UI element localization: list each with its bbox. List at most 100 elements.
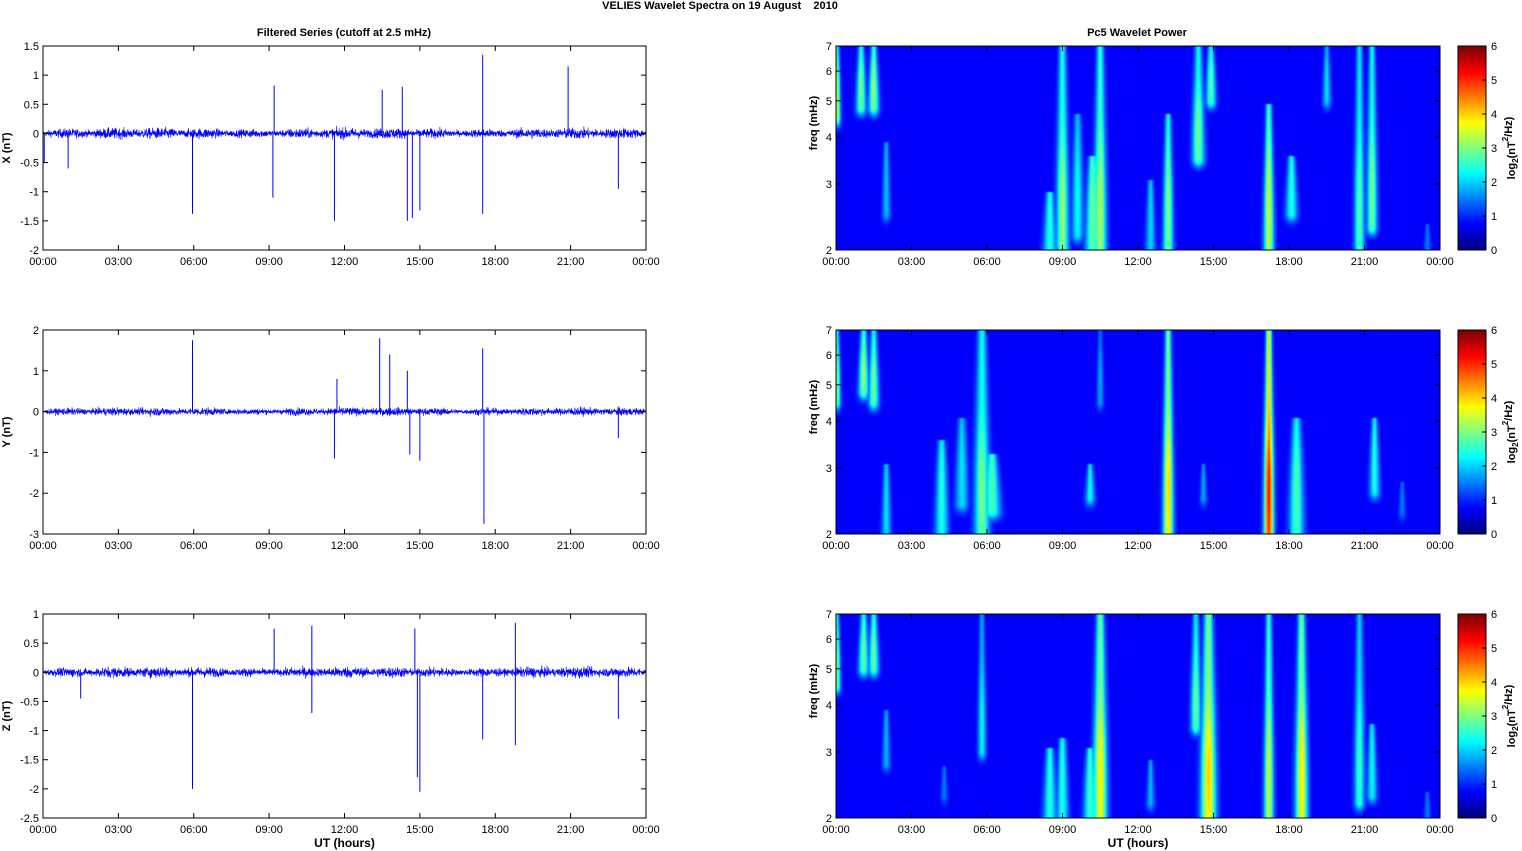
- y-tick-label: 1: [33, 609, 39, 621]
- y-tick-label: -0.5: [20, 696, 39, 708]
- colorbar-label-part: 2: [1511, 158, 1520, 163]
- colorbar-tick-label: 3: [1491, 427, 1497, 439]
- x-tick-label: 18:00: [481, 540, 509, 552]
- y-tick-label: 0: [33, 407, 39, 419]
- x-tick-label: 21:00: [557, 824, 585, 836]
- colorbar-gradient: [1458, 614, 1486, 818]
- x-tick-label: 00:00: [29, 256, 57, 268]
- colorbar-tick-label: 5: [1491, 75, 1497, 87]
- colorbar-label-part: log: [1506, 163, 1518, 180]
- colorbar-tick-label: 4: [1491, 677, 1497, 689]
- freq-axis-label: freq (mHz): [808, 379, 820, 434]
- colorbar-label: log2(nT2/Hz): [1501, 684, 1520, 747]
- y-tick-label: 4: [826, 132, 832, 144]
- series-line: [42, 665, 647, 679]
- y-tick-label: 6: [826, 66, 832, 78]
- x-tick-label: 15:00: [1200, 540, 1228, 552]
- y-axis-label: Z (nT): [1, 700, 13, 731]
- x-tick-label: 18:00: [1275, 540, 1303, 552]
- series-line: [42, 125, 647, 141]
- x-tick-label: 00:00: [822, 824, 850, 836]
- y-tick-label: 2: [826, 529, 832, 541]
- y-tick-label: -1.5: [20, 755, 39, 767]
- colorbar-tick-label: 2: [1491, 177, 1497, 189]
- line-chart-y: 2 1 0 -1 -2 -3 Y (nT): [1, 325, 647, 541]
- x-tick-label: 00:00: [632, 824, 660, 836]
- x-tick-label: 00:00: [1426, 824, 1454, 836]
- x-tick-label: 12:00: [1124, 540, 1152, 552]
- y-tick-label: 1: [33, 366, 39, 378]
- colorbar-tick-label: 4: [1491, 393, 1497, 405]
- panels: 1.5 1 0.5 0 -0.5 -1 -1.5 -2 X (nT) 00:00 03:00 06:0…: [1, 41, 1520, 850]
- right-column-title: Pc5 Wavelet Power: [1087, 27, 1188, 39]
- y-tick-label: -1: [29, 447, 39, 459]
- x-axis-label-left: UT (hours): [314, 836, 375, 850]
- y-tick-label: -2: [29, 245, 39, 257]
- x-tick-label: 03:00: [898, 540, 926, 552]
- y-tick-label: 4: [826, 416, 832, 428]
- x-tick-label: 09:00: [1049, 540, 1077, 552]
- colorbar-label-part: (nT: [1506, 709, 1518, 726]
- y-tick-label: -1.5: [20, 216, 39, 228]
- plot-area: [43, 46, 646, 250]
- colorbar-tick-label: 0: [1491, 529, 1497, 541]
- x-tick-label: 15:00: [406, 256, 434, 268]
- colorbar-label-part: 2: [1501, 420, 1510, 425]
- y-tick-label: -2.5: [20, 813, 39, 825]
- x-tick-label: 09:00: [255, 824, 283, 836]
- colorbar-tick-label: 2: [1491, 461, 1497, 473]
- x-tick-label: 03:00: [105, 540, 133, 552]
- colorbar-tick-label: 1: [1491, 495, 1497, 507]
- freq-axis-label: freq (mHz): [808, 663, 820, 718]
- y-tick-label: 0.5: [24, 99, 39, 111]
- y-tick-label: 7: [826, 41, 832, 53]
- x-tick-label: 18:00: [1275, 256, 1303, 268]
- left-column-title: Filtered Series (cutoff at 2.5 mHz): [257, 27, 432, 39]
- y-tick-label: 6: [826, 634, 832, 646]
- colorbar-gradient: [1458, 46, 1486, 250]
- x-tick-label: 06:00: [180, 824, 208, 836]
- x-tick-label: 21:00: [1351, 540, 1379, 552]
- line-chart-x: 1.5 1 0.5 0 -0.5 -1 -1.5 -2 X (nT): [1, 41, 647, 257]
- x-tick-label: 00:00: [29, 540, 57, 552]
- series-line: [42, 406, 647, 417]
- colorbar-label-part: /Hz): [1503, 400, 1515, 421]
- x-tick-label: 15:00: [406, 824, 434, 836]
- y-tick-label: 6: [826, 350, 832, 362]
- colorbar-label-part: (nT: [1506, 425, 1518, 442]
- power-heatmap: [836, 614, 1440, 818]
- x-tick-label: 09:00: [1049, 824, 1077, 836]
- x-tick-label: 21:00: [1351, 256, 1379, 268]
- y-tick-label: 5: [826, 380, 832, 392]
- colorbar-tick-label: 1: [1491, 779, 1497, 791]
- y-tick-label: -1: [29, 726, 39, 738]
- x-tick-label: 06:00: [973, 824, 1001, 836]
- colorbar-tick-label: 2: [1491, 745, 1497, 757]
- colorbar-gradient: [1458, 330, 1486, 534]
- y-tick-label: -0.5: [20, 158, 39, 170]
- x-tick-label: 03:00: [898, 256, 926, 268]
- x-tick-label: 06:00: [180, 540, 208, 552]
- colorbar-label-part: /Hz): [1503, 684, 1515, 705]
- y-tick-label: 5: [826, 96, 832, 108]
- x-tick-label: 00:00: [1426, 256, 1454, 268]
- y-tick-label: 3: [826, 179, 832, 191]
- colorbar-tick-label: 5: [1491, 643, 1497, 655]
- colorbar-label: log2(nT2/Hz): [1501, 400, 1520, 463]
- x-tick-label: 00:00: [632, 540, 660, 552]
- x-axis-label-right: UT (hours): [1108, 836, 1169, 850]
- x-tick-label: 03:00: [105, 256, 133, 268]
- power-heatmap: [836, 46, 1440, 250]
- x-tick-label: 06:00: [973, 256, 1001, 268]
- colorbar-tick-label: 6: [1491, 41, 1497, 53]
- y-tick-label: 7: [826, 325, 832, 337]
- x-tick-label: 00:00: [632, 256, 660, 268]
- y-tick-label: -3: [29, 529, 39, 541]
- x-tick-label: 03:00: [898, 824, 926, 836]
